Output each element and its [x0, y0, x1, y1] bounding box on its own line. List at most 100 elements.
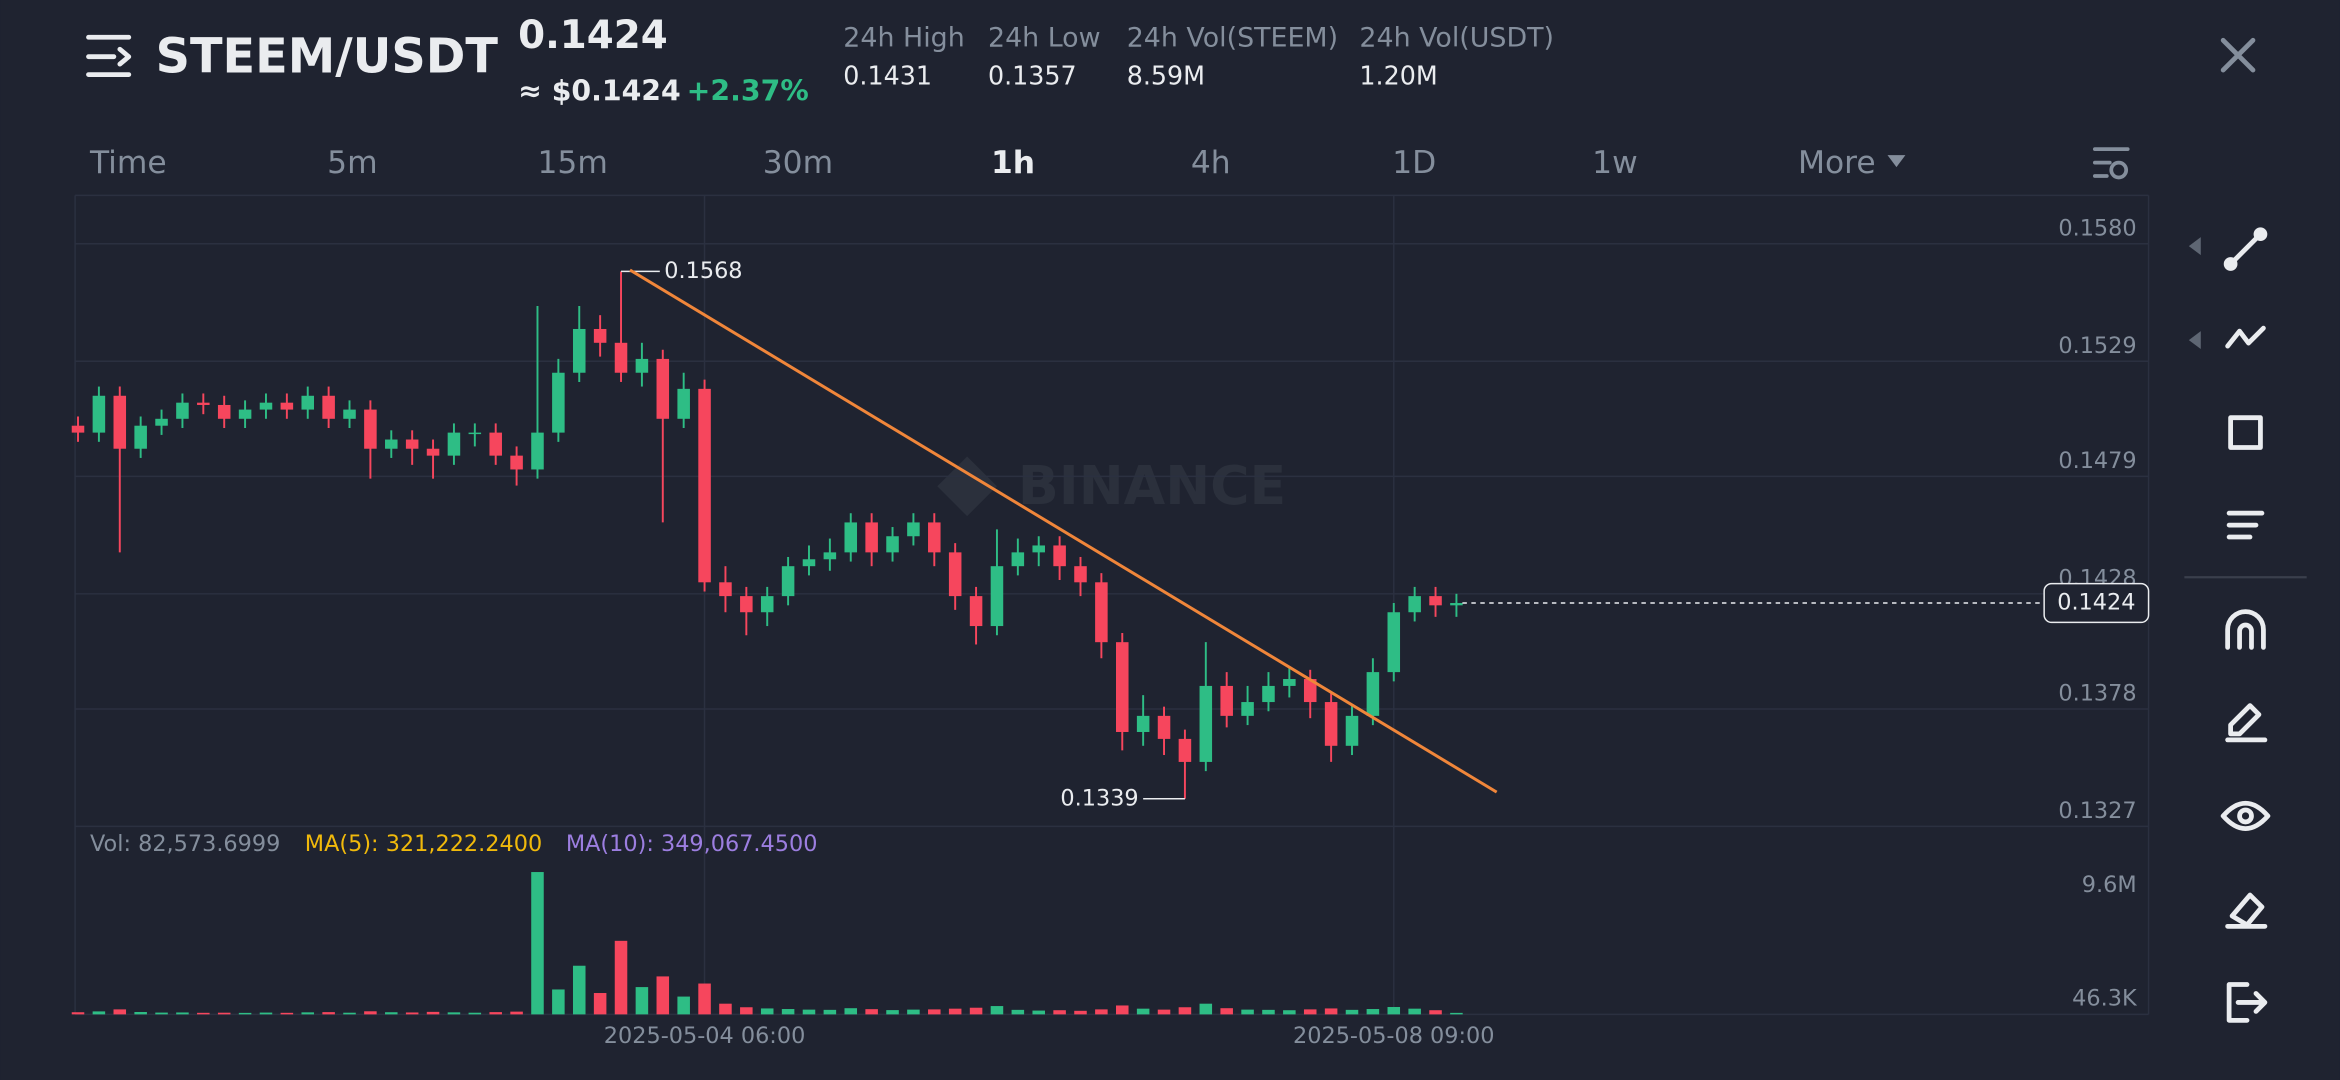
settings-icon[interactable] [2092, 147, 2130, 180]
candle-body [71, 425, 85, 433]
candle-body [197, 402, 210, 405]
pair-title[interactable]: STEEM/USDT [156, 30, 499, 85]
volume-bar [656, 976, 670, 1015]
menu-icon[interactable] [86, 34, 132, 77]
close-button[interactable] [2220, 37, 2256, 73]
volume-bar [217, 1012, 231, 1015]
candle-body [698, 388, 711, 583]
candle-body [1366, 672, 1380, 716]
eraser-tool[interactable] [2225, 892, 2268, 929]
volume-bar [280, 1012, 294, 1015]
timeframe-tab[interactable]: 4h [1191, 145, 1231, 181]
line-tool[interactable] [2223, 227, 2268, 271]
volume-bar [1157, 1009, 1171, 1015]
volume-bar [426, 1011, 440, 1015]
candle-body [468, 432, 482, 435]
timeframe-tab[interactable]: 1D [1392, 145, 1436, 181]
candle-body [510, 455, 523, 470]
candle-body [719, 582, 732, 597]
volume-bar [1053, 1010, 1066, 1015]
volume-bar [364, 1011, 377, 1015]
volume-bar [1116, 1005, 1129, 1015]
visibility-tool[interactable] [2220, 800, 2271, 832]
timeframe-tab[interactable]: More [1798, 145, 1876, 181]
candle-body [217, 404, 231, 419]
volume-bar [197, 1012, 210, 1015]
candle-body [489, 432, 502, 456]
candle-body [760, 596, 774, 613]
volume-bar [531, 872, 544, 1015]
volume-bar [322, 1012, 335, 1015]
timeframe-tab[interactable]: Time [89, 145, 167, 181]
candle-body [531, 432, 544, 470]
x-tick-label: 2025-05-08 09:00 [1293, 1023, 1495, 1049]
trendline[interactable] [629, 268, 1498, 794]
candle-body [865, 522, 878, 553]
volume-bar [301, 1012, 315, 1015]
volume-bar [510, 1011, 523, 1015]
volume-bar [259, 1012, 273, 1015]
volume-bar [385, 1012, 398, 1015]
candle-body [1095, 582, 1108, 643]
watermark: BINANCE [937, 454, 1286, 517]
more-arrow [1887, 155, 1906, 168]
magnet-tool[interactable] [2225, 609, 2266, 650]
stat-label: 24h Vol(USDT) [1359, 22, 1554, 53]
candle-body [176, 402, 189, 419]
candle-body [969, 596, 983, 627]
wave-tool[interactable] [2225, 325, 2266, 349]
volume-tick-label: 46.3K [2072, 985, 2138, 1011]
candle-body [802, 559, 816, 567]
pen-tool[interactable] [2225, 703, 2268, 743]
chart: 0.15800.15290.14790.14280.13780.13272025… [71, 194, 2150, 1049]
timeframe-tab[interactable]: 5m [327, 145, 377, 181]
candle-body [907, 522, 920, 537]
volume-bar [969, 1007, 983, 1015]
volume-bar [134, 1011, 147, 1015]
candle-body [1283, 679, 1296, 686]
candle-body [1429, 596, 1442, 606]
volume-bar [1387, 1007, 1401, 1015]
annotation-label: 0.1568 [664, 258, 742, 284]
candle-body [134, 425, 147, 449]
candle-body [1324, 702, 1338, 746]
last-price: 0.1424 [518, 13, 668, 58]
candle-body [113, 395, 127, 449]
volume-bar [1345, 1009, 1359, 1015]
candle-body [405, 439, 419, 449]
timeframe-tab[interactable]: 30m [763, 145, 833, 181]
candle-body [1199, 685, 1213, 762]
volume-bar [113, 1009, 127, 1015]
candle-body [886, 536, 899, 553]
candle-body [1220, 685, 1233, 716]
timeframe-tab[interactable]: 15m [538, 145, 608, 181]
candle-body [1303, 679, 1317, 703]
candle-body [656, 358, 670, 419]
candle-body [1178, 738, 1192, 762]
candle-body [990, 566, 1004, 627]
annotation-label: 0.1339 [1060, 785, 1138, 811]
exit-tool[interactable] [2226, 982, 2268, 1023]
volume-bar [593, 993, 607, 1015]
watermark-text: BINANCE [1018, 454, 1286, 517]
candle-body [238, 409, 252, 419]
stat-value: 0.1431 [843, 61, 932, 91]
volume-bar [614, 940, 628, 1015]
timeframe-tab[interactable]: 1w [1592, 145, 1638, 181]
shape-tool[interactable] [2228, 415, 2263, 450]
stat-value: 8.59M [1127, 61, 1205, 91]
candle-body [823, 552, 837, 560]
volume-bar [865, 1009, 878, 1015]
fib-tool[interactable] [2226, 510, 2265, 540]
timeframe-tab[interactable]: 1h [991, 145, 1035, 181]
volume-bar [823, 1009, 837, 1015]
candle-body [92, 395, 106, 433]
candle-body [844, 522, 858, 553]
volume-bar [948, 1008, 962, 1015]
volume-bar [572, 965, 586, 1015]
candle-body [259, 402, 273, 410]
y-tick-label: 0.1580 [2058, 215, 2136, 241]
volume-bar [886, 1010, 899, 1015]
